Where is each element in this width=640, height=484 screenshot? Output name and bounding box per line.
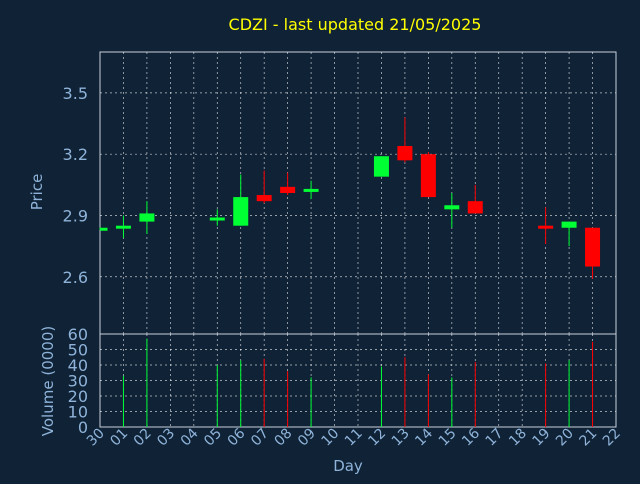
candle [99, 227, 108, 231]
candle [256, 170, 272, 204]
price-tick-label: 2.9 [63, 206, 88, 225]
candle-body [100, 227, 108, 231]
candle [467, 184, 483, 214]
x-tick-label: 18 [506, 426, 530, 450]
x-tick-label: 11 [342, 426, 366, 450]
candle [139, 201, 155, 234]
x-tick-label: 19 [530, 426, 554, 450]
candle [420, 152, 436, 198]
price-tick-label: 3.5 [63, 84, 88, 103]
candle-body [115, 225, 131, 229]
x-tick-label: 01 [107, 426, 131, 450]
candle [538, 207, 554, 245]
candle-body [209, 217, 225, 221]
x-tick-label: 13 [389, 426, 413, 450]
candle-body [538, 225, 554, 229]
x-tick-label: 04 [178, 425, 202, 449]
candle [280, 172, 296, 196]
chart-title: CDZI - last updated 21/05/2025 [229, 15, 482, 34]
candle-body [233, 197, 249, 226]
x-tick-label: 20 [553, 426, 577, 450]
candle [585, 227, 601, 279]
volume-tick-label: 20 [68, 387, 88, 406]
volume-tick-label: 10 [68, 403, 88, 422]
price-axis-label: Price [28, 174, 46, 211]
volume-axis-label: Volume (0000) [39, 326, 57, 436]
candle [303, 180, 319, 200]
x-tick-label: 03 [154, 426, 178, 450]
candle-body [280, 186, 296, 193]
candle-body [444, 205, 460, 210]
candle-body [373, 156, 389, 177]
price-tick-label: 3.2 [63, 145, 88, 164]
x-tick-label: 08 [272, 426, 296, 450]
candle-body [585, 227, 601, 267]
x-tick-label: 07 [248, 426, 272, 450]
price-panel: 2.6 2.9 3.2 3.5 [63, 51, 617, 335]
volume-tick-label: 30 [68, 372, 88, 391]
price-tick-label: 2.6 [63, 268, 88, 287]
x-tick-label: 17 [483, 426, 507, 450]
x-tick-label: 10 [318, 426, 342, 450]
candle-body [256, 195, 272, 202]
candle-body [139, 213, 155, 222]
candle [561, 221, 577, 247]
volume-tick-label: 40 [68, 356, 88, 375]
x-tick-label: 09 [295, 426, 319, 450]
x-tick-label: 22 [600, 426, 624, 450]
x-tick-label: 14 [412, 425, 436, 449]
x-tick-label: 06 [225, 425, 249, 449]
x-tick-label: 05 [201, 426, 225, 450]
x-tick-label: 16 [459, 425, 483, 449]
volume-tick-label: 50 [68, 341, 88, 360]
x-tick-label: 15 [436, 426, 460, 450]
candle-body [467, 201, 483, 214]
candle-body [397, 146, 413, 161]
candle [397, 117, 413, 163]
candle [115, 215, 131, 238]
x-axis-label: Day [333, 457, 363, 475]
x-tick-label: 21 [576, 426, 600, 450]
candle [373, 156, 389, 177]
x-tick-label: 12 [365, 426, 389, 450]
candle-body [420, 154, 436, 198]
candle [444, 193, 460, 228]
candle-body [303, 188, 319, 192]
candle [209, 209, 225, 226]
x-tick-label: 02 [131, 426, 155, 450]
candle-body [561, 221, 577, 228]
volume-tick-label: 0 [78, 418, 88, 437]
volume-tick-label: 60 [68, 325, 88, 344]
candle [233, 174, 249, 226]
x-axis: 30 01 02 03 04 05 06 07 08 09 10 11 12 13 14 15 16 17 18 19… [84, 425, 624, 449]
